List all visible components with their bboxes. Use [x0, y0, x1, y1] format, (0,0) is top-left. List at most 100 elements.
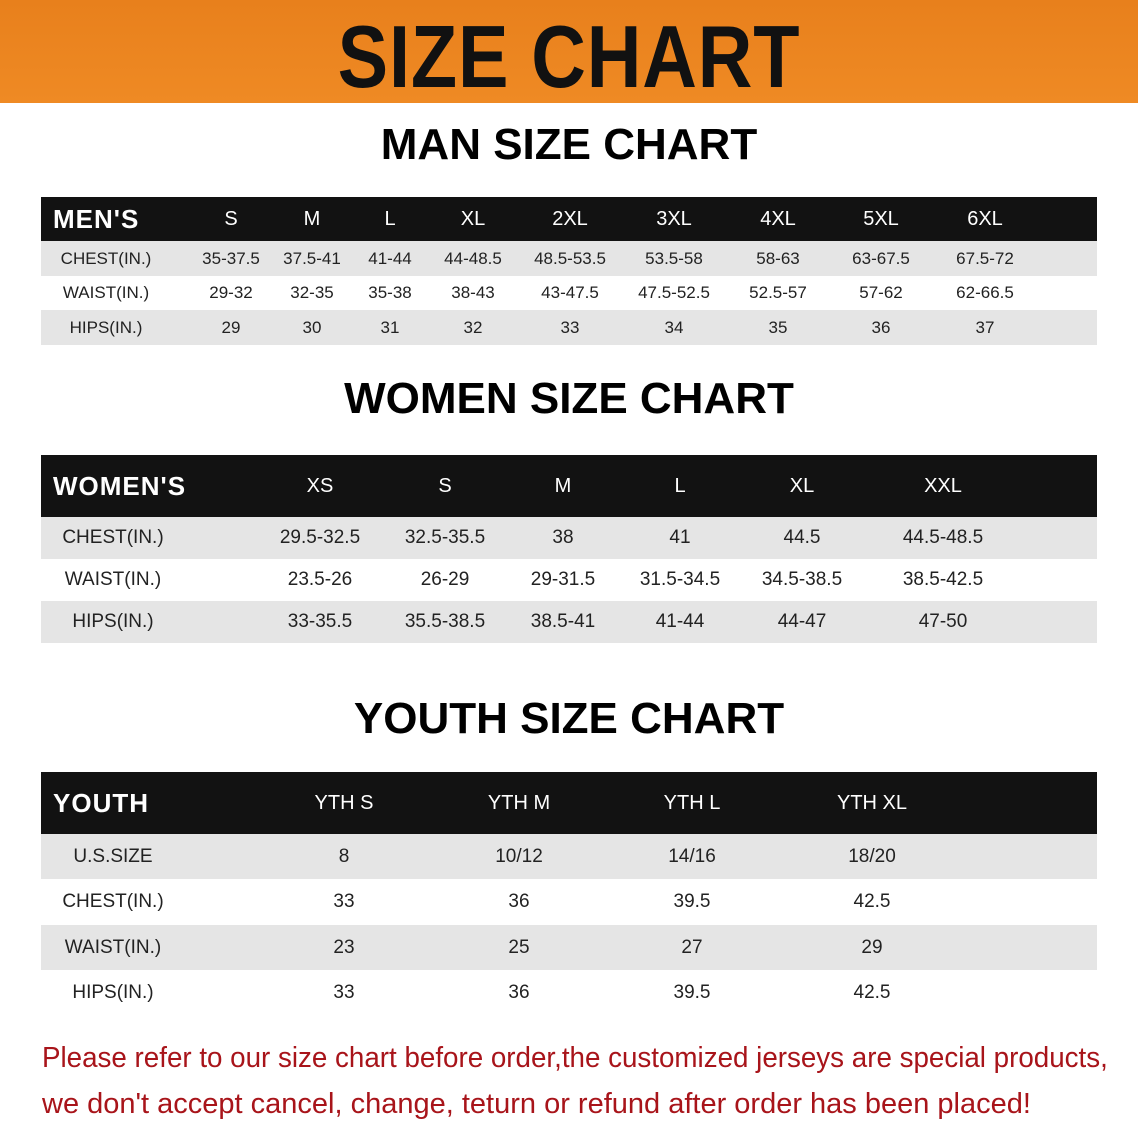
measurement-cell: 35-37.5 — [202, 248, 260, 268]
measurement-cell: 67.5-72 — [956, 248, 1014, 268]
youth-size-table: YOUTH YTH S YTH M YTH L YTH XL U.S.SIZE 8 10/12… — [41, 772, 1097, 1015]
row-label: WAIST(IN.) — [64, 936, 162, 958]
measurement-cell: 38-43 — [451, 283, 495, 302]
table-row: HIPS(IN.) 33 36 39.5 42.5 — [41, 970, 1097, 1015]
measurement-cell: 34.5-38.5 — [761, 569, 843, 590]
table-header-row: MEN'S S M L XL 2XL 3XL 4XL 5XL 6XL — [41, 197, 1097, 241]
row-label: HIPS(IN.) — [69, 317, 143, 337]
measurement-cell: 32 — [463, 317, 483, 337]
measurement-cell: 41 — [669, 527, 691, 548]
measurement-cell: 42.5 — [853, 891, 891, 912]
women-section-title: WOMEN SIZE CHART — [344, 374, 794, 423]
measurement-cell: 37.5-41 — [283, 248, 341, 268]
measurement-cell: 39.5 — [673, 891, 711, 912]
measurement-cell: 35 — [768, 317, 788, 337]
measurement-cell: 33 — [333, 981, 355, 1003]
measurement-cell: 47.5-52.5 — [638, 283, 710, 302]
row-label: HIPS(IN.) — [72, 611, 154, 632]
size-header: L — [674, 474, 686, 497]
row-label: CHEST(IN.) — [62, 891, 164, 912]
measurement-cell: 35-38 — [368, 283, 412, 302]
table-header-row: YOUTH YTH S YTH M YTH L YTH XL — [41, 772, 1097, 834]
size-header: YTH M — [487, 791, 551, 814]
measurement-cell: 29-32 — [209, 283, 253, 302]
table-row: WAIST(IN.) 23 25 27 29 — [41, 925, 1097, 970]
measurement-cell: 8 — [338, 845, 350, 867]
measurement-cell: 36 — [508, 981, 530, 1003]
row-label: WAIST(IN.) — [62, 283, 150, 302]
row-label: CHEST(IN.) — [62, 527, 164, 548]
measurement-cell: 48.5-53.5 — [534, 248, 606, 268]
measurement-cell: 29 — [861, 936, 883, 958]
size-header: 5XL — [863, 207, 899, 230]
measurement-cell: 36 — [508, 891, 530, 912]
measurement-cell: 33 — [333, 891, 355, 912]
row-label: U.S.SIZE — [73, 845, 153, 867]
measurement-cell: 37 — [975, 317, 995, 337]
measurement-cell: 32.5-35.5 — [404, 527, 486, 548]
measurement-cell: 58-63 — [756, 248, 800, 268]
measurement-cell: 25 — [508, 936, 530, 958]
measurement-cell: 39.5 — [673, 981, 711, 1003]
measurement-cell: 44-48.5 — [444, 248, 502, 268]
table-row: U.S.SIZE 8 10/12 14/16 18/20 — [41, 834, 1097, 879]
table-header-row: WOMEN'S XS S M L XL XXL — [41, 455, 1097, 517]
measurement-cell: 23 — [333, 936, 355, 958]
measurement-cell: 38.5-41 — [530, 611, 596, 632]
size-header: XL — [460, 207, 486, 230]
measurement-cell: 38 — [552, 527, 574, 548]
size-header: XL — [789, 474, 815, 497]
measurement-cell: 34 — [664, 317, 684, 337]
measurement-cell: 26-29 — [420, 569, 470, 590]
size-header: YTH L — [663, 791, 721, 814]
table-corner-label: YOUTH — [53, 787, 149, 818]
table-row: CHEST(IN.) 35-37.5 37.5-41 41-44 44-48.5 48.5… — [41, 241, 1097, 276]
header-banner: SIZE CHART — [0, 0, 1138, 106]
measurement-cell: 27 — [681, 936, 703, 958]
page-title: SIZE CHART — [337, 7, 801, 106]
measurement-cell: 31.5-34.5 — [639, 569, 721, 590]
men-section-title: MAN SIZE CHART — [380, 120, 758, 169]
men-size-table: MEN'S S M L XL 2XL 3XL 4XL 5XL 6XL CHEST(IN.) 35-37… — [41, 197, 1097, 345]
measurement-cell: 47-50 — [918, 611, 968, 632]
measurement-cell: 44-47 — [777, 611, 827, 632]
size-header: 3XL — [656, 207, 692, 230]
measurement-cell: 31 — [380, 317, 400, 337]
measurement-cell: 53.5-58 — [645, 248, 703, 268]
measurement-cell: 43-47.5 — [541, 283, 599, 302]
table-row: WAIST(IN.) 23.5-26 26-29 29-31.5 31.5-34.5 34… — [41, 559, 1097, 601]
size-header: YTH S — [314, 791, 374, 814]
table-row: CHEST(IN.) 29.5-32.5 32.5-35.5 38 41 44.5 44.5… — [41, 517, 1097, 559]
measurement-cell: 44.5 — [783, 527, 821, 548]
size-header: S — [438, 474, 452, 497]
table-corner-label: MEN'S — [53, 203, 140, 234]
size-header: S — [224, 207, 238, 230]
measurement-cell: 29.5-32.5 — [279, 527, 361, 548]
measurement-cell: 42.5 — [853, 981, 891, 1003]
measurement-cell: 10/12 — [495, 845, 543, 867]
size-header: M — [303, 207, 321, 230]
women-size-table: WOMEN'S XS S M L XL XXL CHEST(IN.) 29.5-32.5 32.5… — [41, 455, 1097, 643]
measurement-cell: 33 — [560, 317, 580, 337]
measurement-cell: 14/16 — [668, 845, 716, 867]
table-row: HIPS(IN.) 33-35.5 35.5-38.5 38.5-41 41-44 44-… — [41, 601, 1097, 643]
measurement-cell: 62-66.5 — [956, 283, 1014, 302]
measurement-cell: 38.5-42.5 — [902, 569, 984, 590]
measurement-cell: 52.5-57 — [749, 283, 807, 302]
row-label: WAIST(IN.) — [64, 569, 162, 590]
row-label: HIPS(IN.) — [72, 981, 154, 1003]
measurement-cell: 35.5-38.5 — [404, 611, 486, 632]
size-header: 4XL — [760, 207, 796, 230]
measurement-cell: 41-44 — [655, 611, 705, 632]
notice-line-2: we don't accept cancel, change, teturn o… — [42, 1088, 1031, 1120]
measurement-cell: 29 — [221, 317, 241, 337]
measurement-cell: 23.5-26 — [287, 569, 353, 590]
size-header: XXL — [924, 474, 962, 497]
size-header: 2XL — [552, 207, 588, 230]
youth-section-title: YOUTH SIZE CHART — [353, 694, 785, 743]
measurement-cell: 36 — [871, 317, 891, 337]
notice-line-1: Please refer to our size chart before or… — [42, 1042, 1108, 1074]
row-label: CHEST(IN.) — [60, 248, 152, 268]
measurement-cell: 30 — [302, 317, 322, 337]
size-header: YTH XL — [836, 791, 908, 814]
